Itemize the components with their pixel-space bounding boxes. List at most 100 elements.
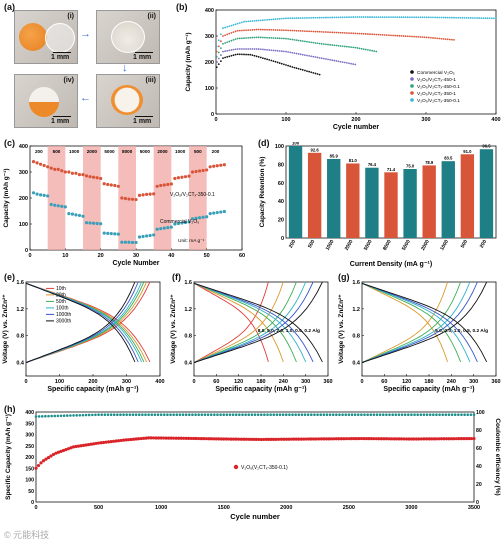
data-point [432,437,436,441]
data-point [215,61,218,63]
data-point [404,437,409,441]
data-point [339,31,342,34]
discharge-curve [25,282,145,363]
data-point [184,413,188,416]
data-point [206,413,210,416]
data-point [238,413,241,416]
x-tick-label: 0 [34,505,37,511]
data-point [245,53,247,56]
data-point [222,413,226,416]
data-point [299,68,302,71]
data-point [228,55,231,58]
data-point [153,413,157,416]
data-point [222,163,226,167]
data-point [224,56,226,59]
bar [384,172,398,238]
discharge-curve [193,282,269,363]
y-tick-label: 100 [275,144,284,150]
data-point [148,233,152,238]
data-point [222,50,224,53]
data-point [423,36,426,39]
data-point [425,16,428,19]
data-point [314,72,317,75]
y-tick-label: 250 [25,444,34,450]
data-point [289,51,292,54]
data-point [354,16,357,18]
data-point [44,457,48,461]
bar-value: 92.6 [311,147,320,152]
y2-tick-label: 0 [476,500,479,506]
data-point [162,226,166,230]
data-point [397,437,401,441]
data-point [122,438,126,442]
data-point [274,37,277,40]
data-point [285,17,287,20]
data-point [99,441,103,445]
y-tick-label: 40 [278,199,284,205]
data-point [442,437,446,441]
data-point [297,53,300,55]
data-point [253,413,257,416]
data-point [392,437,396,441]
data-point [389,437,394,441]
clear-disc [45,23,75,53]
data-point [356,413,360,416]
data-point [35,192,39,196]
data-point [327,16,329,19]
x-tick-label: 5000 [401,239,412,252]
x-tick-label: 60 [381,379,387,385]
data-point [224,26,226,29]
data-point [453,413,457,416]
data-point [314,42,317,44]
data-point [339,437,343,441]
discharge-curve [193,282,297,363]
data-point [60,169,64,173]
data-point [341,31,344,34]
data-point [403,413,407,416]
data-point [280,29,283,32]
data-point [156,413,160,416]
x-tick-label: 180 [424,379,433,385]
data-point [257,36,260,39]
data-point [447,413,451,416]
data-point [371,33,373,36]
data-point [212,211,216,215]
data-point [266,36,268,39]
scale-text: 1 mm [133,54,152,61]
data-point [337,60,340,63]
data-point [329,43,331,46]
data-point [302,437,306,441]
data-point [341,16,344,19]
data-point [347,413,351,416]
data-point [245,37,247,39]
data-point [116,184,120,188]
data-point [231,413,235,416]
data-point [348,32,350,34]
x-tick-label: 300 [421,117,430,123]
data-point [467,436,471,441]
data-point [409,437,414,441]
data-point [301,53,304,56]
data-point [264,48,266,51]
data-point [78,413,82,417]
data-point [354,436,358,441]
data-point [394,437,399,441]
data-point [50,414,53,418]
data-point [423,16,426,19]
x-tick-label: 500 [94,505,103,511]
legend-label: Commercial V₂O₅ [417,70,455,76]
rate-label: 500 [194,149,202,154]
data-point [49,166,53,170]
data-point [232,54,235,57]
data-point [219,163,223,167]
data-point [234,38,237,41]
data-point [444,437,449,441]
data-point [343,61,346,64]
data-point [327,437,331,441]
chart-rate-capability: 0 10 20 30 40 50 60 0 100 200 300 400 Cycle Number Ca… [3,144,245,267]
data-point [344,437,348,441]
x-axis-label: Specific capacity (mAh g⁻¹) [215,386,306,393]
data-point [120,196,124,200]
data-point [202,437,206,441]
data-point [450,413,454,416]
